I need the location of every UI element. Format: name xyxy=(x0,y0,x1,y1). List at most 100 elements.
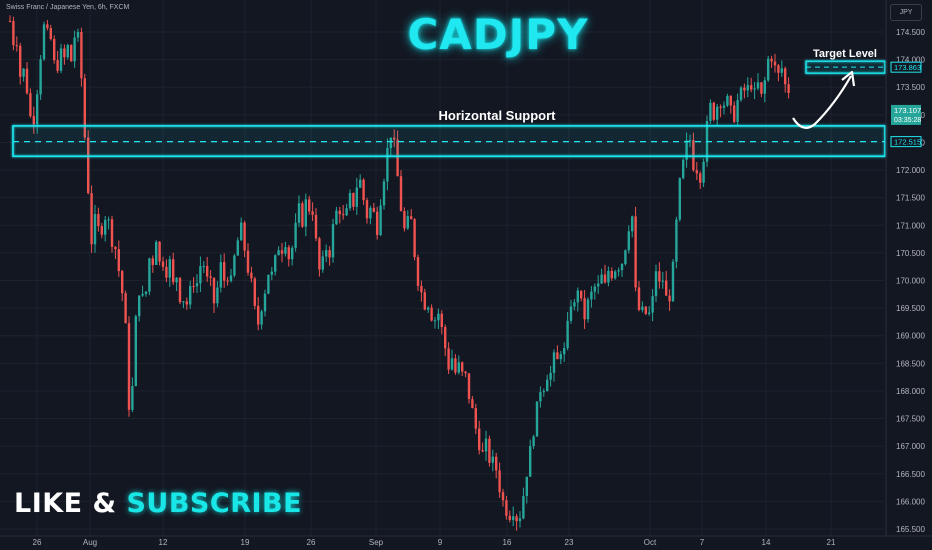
candle-body xyxy=(631,216,634,232)
time-tick-label: 26 xyxy=(33,538,42,547)
candle-body xyxy=(114,246,117,250)
candle-body xyxy=(661,280,664,282)
candle-body xyxy=(66,45,69,58)
candle-body xyxy=(750,85,753,90)
candle-body xyxy=(569,306,573,321)
candle-body xyxy=(359,179,362,188)
candle-body xyxy=(219,262,222,288)
price-tick-label: 165.500 xyxy=(896,525,925,534)
candle-body xyxy=(260,311,263,325)
candle-body xyxy=(563,348,566,355)
candle-body xyxy=(440,313,443,328)
candle-body xyxy=(32,116,35,125)
candle-body xyxy=(702,161,705,183)
candle-body xyxy=(733,105,736,122)
candle-body xyxy=(151,258,154,266)
target-price-badge xyxy=(890,61,922,73)
candle-body xyxy=(495,456,498,471)
candle-body xyxy=(736,100,739,122)
candle-body xyxy=(777,65,780,73)
candle-body xyxy=(780,68,783,73)
candle-body xyxy=(770,58,773,62)
candle-body xyxy=(586,299,590,320)
candle-body xyxy=(240,222,243,241)
candle-body xyxy=(155,241,158,266)
candle-body xyxy=(576,290,579,303)
candle-body xyxy=(348,192,352,209)
candle-body xyxy=(600,274,603,284)
candle-body xyxy=(229,275,233,281)
candle-body xyxy=(549,372,552,380)
support-price-text: 172.515 xyxy=(894,138,921,147)
candle-body xyxy=(498,470,501,493)
subscribe-text: SUBSCRIBE xyxy=(126,488,303,519)
candle-body xyxy=(189,286,192,305)
candle-body xyxy=(539,392,542,402)
candle-body xyxy=(192,286,195,288)
price-tick-label: 171.000 xyxy=(896,221,925,230)
candle-body xyxy=(284,247,287,254)
like-subscribe-banner: LIKE & SUBSCRIBE xyxy=(14,488,302,519)
candle-body xyxy=(658,271,661,282)
candle-body xyxy=(464,371,467,374)
candle-body xyxy=(787,84,790,94)
candle-body xyxy=(76,31,80,38)
candle-body xyxy=(450,358,454,370)
candle-body xyxy=(726,95,729,106)
candle-body xyxy=(49,28,52,39)
candle-body xyxy=(202,266,205,268)
time-tick-label: 12 xyxy=(159,538,168,547)
candle-body xyxy=(454,358,457,373)
candle-body xyxy=(257,305,260,325)
candle-body xyxy=(413,219,416,258)
candle-body xyxy=(93,214,97,245)
candle-body xyxy=(746,85,749,91)
candle-body xyxy=(206,266,209,277)
candle-body xyxy=(29,93,32,117)
price-tick-label: 168.500 xyxy=(896,359,925,368)
projection-arrow-head xyxy=(841,70,856,87)
candle-body xyxy=(719,106,722,108)
candle-body xyxy=(501,492,505,501)
candle-body xyxy=(209,276,212,278)
candle-body xyxy=(556,352,559,360)
candle-body xyxy=(297,203,301,223)
candle-body xyxy=(396,139,399,177)
price-tick-label: 168.000 xyxy=(896,387,925,396)
candle-body xyxy=(141,293,144,296)
candle-body xyxy=(25,68,29,94)
candle-body xyxy=(484,438,488,452)
candle-body xyxy=(546,379,549,392)
candle-body xyxy=(529,446,532,477)
candle-body xyxy=(763,80,766,94)
candle-body xyxy=(522,496,525,519)
support-label: Horizontal Support xyxy=(439,108,557,123)
candle-body xyxy=(784,68,787,85)
price-tick-label: 169.500 xyxy=(896,304,925,313)
last-price-badge xyxy=(891,104,921,125)
candle-body xyxy=(518,518,522,522)
candle-body xyxy=(654,271,658,297)
candle-body xyxy=(325,250,328,257)
price-axis[interactable]: 174.500174.000173.500173.000172.500172.0… xyxy=(885,0,925,536)
candle-body xyxy=(59,48,63,71)
candle-body xyxy=(376,211,379,236)
price-tick-label: 170.000 xyxy=(896,277,925,286)
candle-body xyxy=(144,291,148,294)
candle-body xyxy=(580,290,583,299)
time-tick-label: 7 xyxy=(700,538,705,547)
currency-button[interactable]: JPY xyxy=(890,4,922,21)
like-text: LIKE xyxy=(14,488,83,519)
candle-body xyxy=(637,287,641,310)
candle-body xyxy=(362,179,365,201)
candle-body xyxy=(304,199,307,227)
candle-body xyxy=(695,170,698,174)
time-axis[interactable]: 26 Aug 12 19 26 Sep 9 16 23 Oct 7 14 21 xyxy=(0,535,932,547)
candle-body xyxy=(185,301,188,305)
price-tick-label: 169.000 xyxy=(896,332,925,341)
candle-body xyxy=(760,82,763,94)
time-tick-label: 14 xyxy=(762,538,771,547)
candle-body xyxy=(46,24,49,29)
candle-body xyxy=(593,286,596,292)
